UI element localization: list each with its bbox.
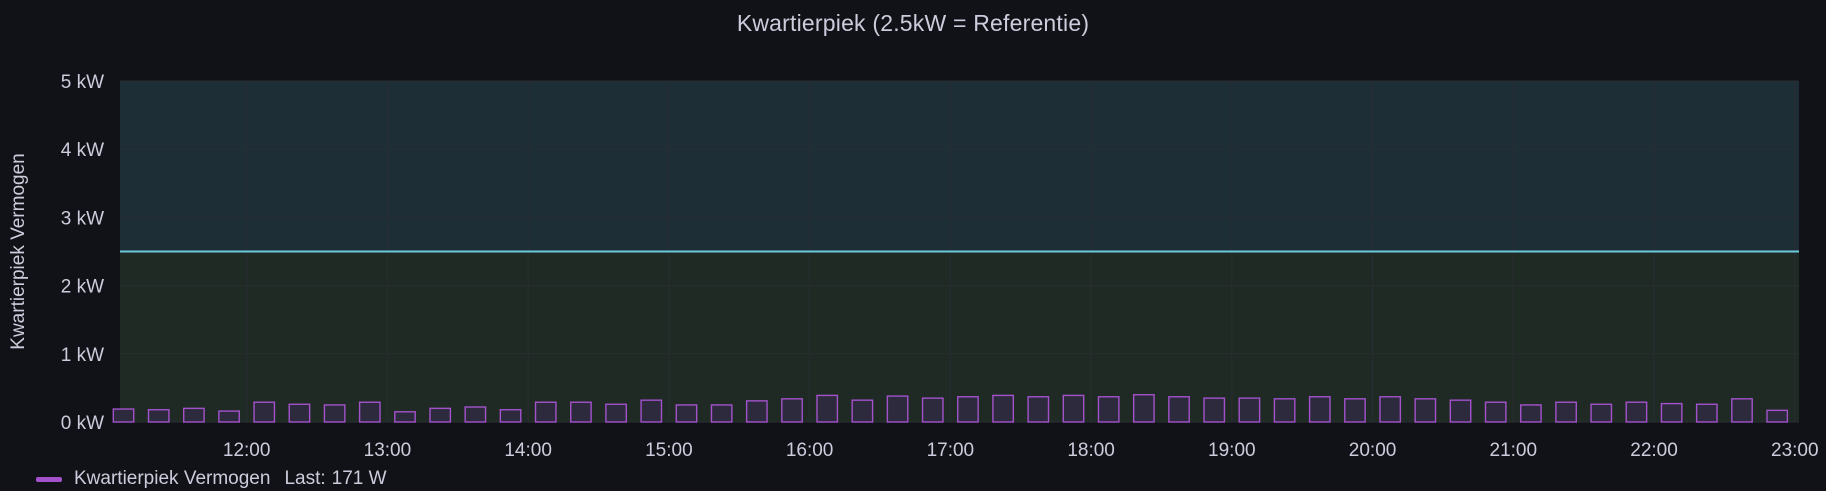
bar[interactable] xyxy=(1344,398,1366,423)
x-tick-label: 19:00 xyxy=(1208,440,1256,461)
legend-stat-label: Last: xyxy=(284,468,326,489)
x-axis-ticks: 12:00 13:00 14:00 15:00 16:00 17:00 18:00 19:00… xyxy=(223,440,1819,461)
bar[interactable] xyxy=(429,407,452,423)
x-tick-label: 14:00 xyxy=(504,440,552,461)
bar[interactable] xyxy=(710,404,733,423)
x-tick-label: 23:00 xyxy=(1771,440,1819,461)
legend-series-name: Kwartierpiek Vermogen xyxy=(74,468,271,489)
bar[interactable] xyxy=(288,403,311,423)
bar[interactable] xyxy=(886,395,909,423)
threshold-zones xyxy=(120,81,1799,422)
bar[interactable] xyxy=(1625,401,1648,423)
y-tick-label: 4 kW xyxy=(61,140,104,161)
bar[interactable] xyxy=(1590,403,1613,423)
bar[interactable] xyxy=(464,406,487,423)
bar[interactable] xyxy=(1449,399,1472,423)
x-tick-label: 16:00 xyxy=(786,440,834,461)
bar[interactable] xyxy=(1273,398,1296,423)
bar[interactable] xyxy=(675,404,698,423)
bar[interactable] xyxy=(781,398,803,423)
legend[interactable]: Kwartierpiek Vermogen Last: 171 W xyxy=(36,468,387,490)
bar[interactable] xyxy=(1695,403,1718,423)
bar[interactable] xyxy=(851,399,874,423)
legend-swatch xyxy=(36,476,62,482)
y-tick-label: 2 kW xyxy=(61,277,104,298)
y-tick-label: 5 kW xyxy=(61,72,104,93)
bar[interactable] xyxy=(182,407,205,423)
bar[interactable] xyxy=(1168,396,1190,423)
bar[interactable] xyxy=(992,394,1015,423)
bar[interactable] xyxy=(1766,409,1789,423)
bar[interactable] xyxy=(921,397,944,423)
bar[interactable] xyxy=(218,410,240,423)
bar[interactable] xyxy=(1379,396,1402,423)
bar[interactable] xyxy=(1097,396,1120,423)
x-tick-label: 18:00 xyxy=(1067,440,1115,461)
bar-series[interactable] xyxy=(112,394,1789,423)
bar[interactable] xyxy=(1519,404,1542,423)
x-tick-label: 13:00 xyxy=(364,440,412,461)
x-tick-label: 15:00 xyxy=(645,440,693,461)
legend-stat-value: 171 W xyxy=(331,468,387,489)
bar[interactable] xyxy=(957,396,979,423)
x-tick-label: 20:00 xyxy=(1349,440,1397,461)
bar[interactable] xyxy=(816,394,839,423)
bar[interactable] xyxy=(112,408,135,423)
bar[interactable] xyxy=(1132,394,1155,423)
bar[interactable] xyxy=(1238,397,1261,423)
zone-above-threshold xyxy=(120,81,1799,252)
bar[interactable] xyxy=(1484,401,1507,423)
bar[interactable] xyxy=(570,401,592,423)
panel-title: Kwartierpiek (2.5kW = Referentie) xyxy=(736,10,1090,36)
bar[interactable] xyxy=(1731,398,1753,423)
x-tick-label: 22:00 xyxy=(1630,440,1678,461)
bar[interactable] xyxy=(358,401,381,423)
bar[interactable] xyxy=(1555,401,1577,423)
y-tick-label: 3 kW xyxy=(61,208,104,229)
bar[interactable] xyxy=(534,401,557,423)
bar[interactable] xyxy=(1027,396,1050,423)
y-axis-ticks: 0 kW 1 kW 2 kW 3 kW 4 kW 5 kW xyxy=(61,72,104,434)
x-tick-label: 17:00 xyxy=(927,440,975,461)
bar[interactable] xyxy=(394,411,416,423)
bar[interactable] xyxy=(147,409,170,423)
bar[interactable] xyxy=(605,403,628,423)
bar[interactable] xyxy=(1414,398,1437,423)
bar[interactable] xyxy=(640,399,663,423)
bar[interactable] xyxy=(1660,402,1683,423)
x-tick-label: 21:00 xyxy=(1490,440,1538,461)
bar[interactable] xyxy=(499,409,522,423)
bar[interactable] xyxy=(253,401,276,423)
zone-below-threshold xyxy=(120,251,1799,422)
y-tick-label: 0 kW xyxy=(61,413,104,434)
bar[interactable] xyxy=(1203,397,1226,423)
bar[interactable] xyxy=(323,404,346,423)
bar[interactable] xyxy=(745,400,768,423)
bar[interactable] xyxy=(1308,396,1331,423)
y-tick-label: 1 kW xyxy=(61,345,104,366)
x-tick-label: 12:00 xyxy=(223,440,271,461)
bar[interactable] xyxy=(1062,394,1085,423)
y-axis-label: Kwartierpiek Vermogen xyxy=(8,153,29,349)
